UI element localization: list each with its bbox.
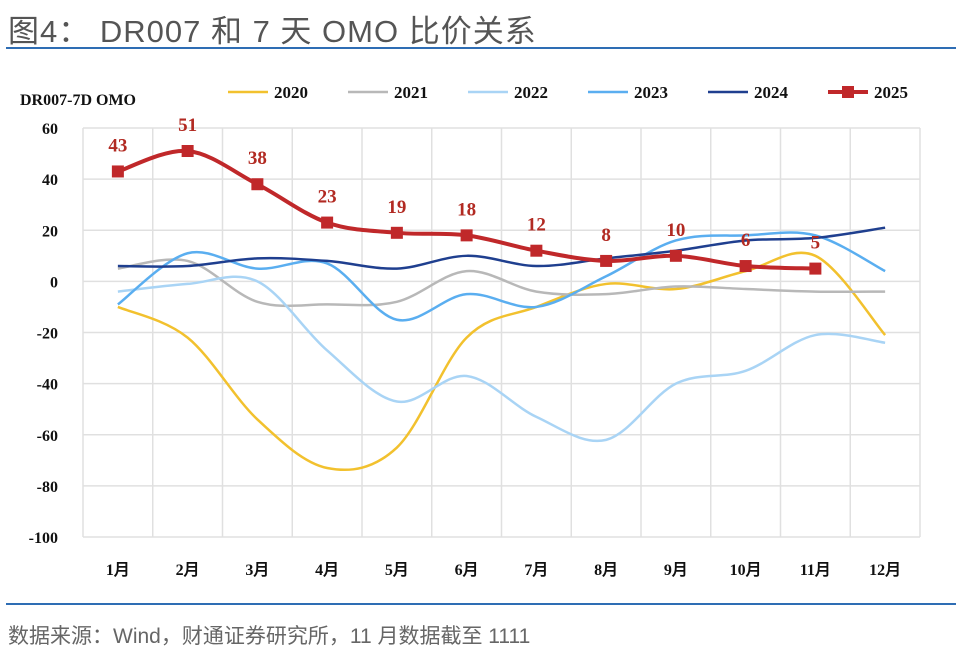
data-point-2025 (321, 216, 334, 229)
x-tick-label: 5月 (385, 561, 409, 579)
y-tick-label: -80 (37, 479, 58, 496)
series-line-2023 (117, 231, 886, 322)
x-tick-label: 12月 (869, 561, 901, 579)
data-label: 12 (527, 215, 546, 236)
data-point-2025 (111, 165, 124, 178)
x-tick-label: 7月 (524, 561, 548, 579)
series-line-2024 (117, 226, 886, 270)
legend-label-2021: 2021 (394, 83, 428, 102)
x-tick-label: 9月 (664, 561, 688, 579)
x-tick-label: 2月 (176, 561, 200, 579)
data-label: 43 (108, 135, 127, 156)
y-axis-title: DR007-7D OMO (20, 92, 136, 109)
chart-title: 图4： DR007 和 7 天 OMO 比价关系 (8, 14, 537, 49)
x-tick-label: 6月 (455, 561, 479, 579)
data-point-2025 (600, 254, 613, 267)
legend-marker-2025 (842, 86, 854, 98)
series-line-2022 (117, 275, 886, 443)
data-point-2025 (669, 249, 682, 262)
legend-label-2023: 2023 (634, 83, 668, 102)
data-label: 10 (666, 220, 685, 241)
data-point-2025 (181, 145, 194, 158)
data-label: 51 (178, 115, 197, 136)
data-label: 19 (387, 197, 406, 218)
data-label: 8 (601, 225, 611, 246)
data-point-2025 (530, 244, 543, 257)
title-rule (6, 47, 956, 49)
y-tick-label: -60 (37, 428, 58, 445)
source-rule (6, 603, 956, 605)
source-note: 数据来源：Wind，财通证券研究所，11 月数据截至 1111 (8, 625, 531, 648)
y-tick-label: 60 (42, 121, 58, 138)
x-tick-label: 4月 (315, 561, 339, 579)
x-tick-label: 8月 (594, 561, 618, 579)
x-tick-label: 10月 (730, 561, 762, 579)
y-tick-label: -20 (37, 326, 58, 343)
data-point-2025 (390, 226, 403, 239)
data-point-2025 (460, 229, 473, 242)
data-label: 18 (457, 199, 476, 220)
legend-label-2022: 2022 (514, 83, 548, 102)
legend-label-2024: 2024 (754, 83, 789, 102)
y-tick-label: 40 (42, 172, 58, 189)
legend-label-2020: 2020 (274, 83, 308, 102)
x-tick-label: 3月 (245, 561, 269, 579)
data-label: 38 (248, 148, 267, 169)
series-line-2021 (117, 258, 886, 308)
y-tick-label: 0 (50, 274, 58, 291)
data-point-2025 (809, 262, 822, 275)
data-point-2025 (739, 260, 752, 273)
y-tick-label: -40 (37, 377, 58, 394)
x-tick-label: 1月 (106, 561, 130, 579)
x-tick-label: 11月 (800, 561, 831, 579)
line-chart: 60 40 20 0 -20 -40 -60 -80 -100 1月 2月 3月 4月 5月 6月 7月 8月 9… (20, 83, 921, 579)
y-tick-label: 20 (42, 223, 58, 240)
data-point-2025 (251, 178, 264, 191)
data-label: 5 (811, 233, 821, 254)
data-label: 23 (318, 187, 337, 208)
data-label: 6 (741, 230, 751, 251)
legend-label-2025: 2025 (874, 83, 908, 102)
y-tick-label: -100 (29, 530, 58, 547)
